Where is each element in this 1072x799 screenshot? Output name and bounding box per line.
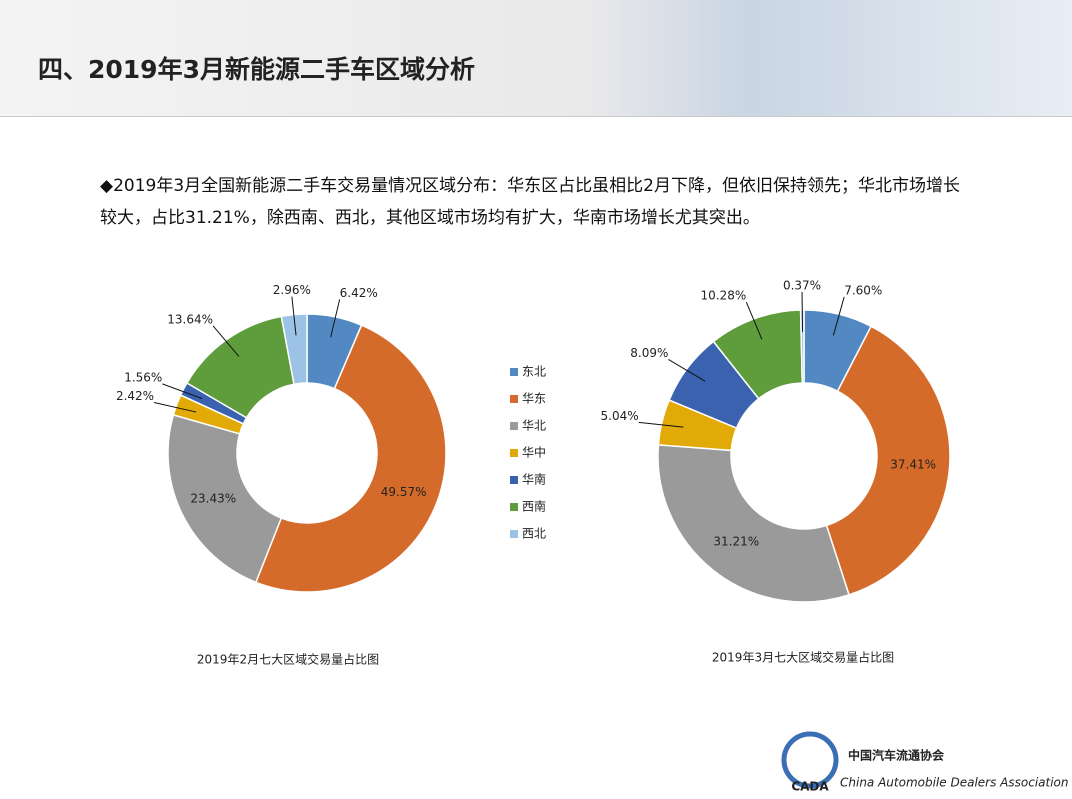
leader-line: [330, 299, 341, 338]
data-label: 49.57%: [381, 485, 427, 499]
leader-line: [291, 296, 297, 336]
data-label: 13.64%: [167, 312, 213, 326]
legend-label: 西北: [522, 527, 546, 541]
leader-line: [801, 292, 804, 332]
data-label: 31.21%: [713, 535, 759, 549]
donut-segment: [167, 413, 283, 584]
legend-swatch: [510, 503, 518, 511]
data-label: 10.28%: [701, 289, 747, 303]
legend-label: 西南: [522, 499, 546, 514]
leader-line: [832, 296, 845, 336]
donut-segment: [280, 313, 308, 386]
data-label: 1.56%: [124, 370, 162, 384]
logo-abbr: CADA: [791, 780, 829, 794]
legend-label: 华东: [522, 392, 546, 406]
data-label: 2.96%: [273, 283, 311, 297]
data-label: 0.37%: [783, 279, 821, 293]
data-label: 6.42%: [340, 286, 378, 300]
data-label: 2.42%: [116, 389, 154, 403]
data-label: 5.04%: [601, 409, 639, 423]
legend-swatch: [510, 368, 518, 376]
logo-english: China Automobile Dealers Association: [840, 776, 1069, 790]
legend-swatch: [510, 395, 518, 403]
leader-line: [162, 383, 203, 400]
chart-title: 2019年3月七大区域交易量占比图: [712, 650, 894, 665]
data-label: 8.09%: [630, 346, 668, 360]
legend-swatch: [510, 422, 518, 430]
leader-line: [745, 301, 763, 340]
legend-label: 华南: [522, 472, 546, 487]
leader-line: [153, 402, 197, 413]
summary-text: ◆2019年3月全国新能源二手车交易量情况区域分布：华东区占比虽相比2月下降，但…: [100, 176, 960, 228]
leader-line: [212, 325, 240, 357]
legend-swatch: [510, 476, 518, 484]
logo-name: 中国汽车流通协会: [848, 748, 945, 763]
leader-line: [638, 421, 684, 428]
data-label: 7.60%: [844, 283, 882, 297]
chart-title: 2019年2月七大区域交易量占比图: [197, 652, 379, 667]
legend-label: 东北: [522, 365, 546, 379]
leader-line: [668, 359, 706, 382]
data-label: 37.41%: [890, 457, 936, 471]
donut-segment: [825, 325, 951, 596]
slide-title: 四、2019年3月新能源二手车区域分析: [38, 55, 475, 84]
donut-segment: [799, 309, 805, 384]
legend-label: 华北: [522, 419, 546, 433]
donut-segment: [657, 444, 850, 603]
legend-swatch: [510, 530, 518, 538]
legend-label: 华中: [522, 445, 546, 460]
data-label: 23.43%: [190, 492, 236, 506]
logo-mark: [781, 731, 839, 789]
donut-segment: [254, 324, 447, 593]
header-bar: [0, 0, 1072, 117]
legend-swatch: [510, 449, 518, 457]
